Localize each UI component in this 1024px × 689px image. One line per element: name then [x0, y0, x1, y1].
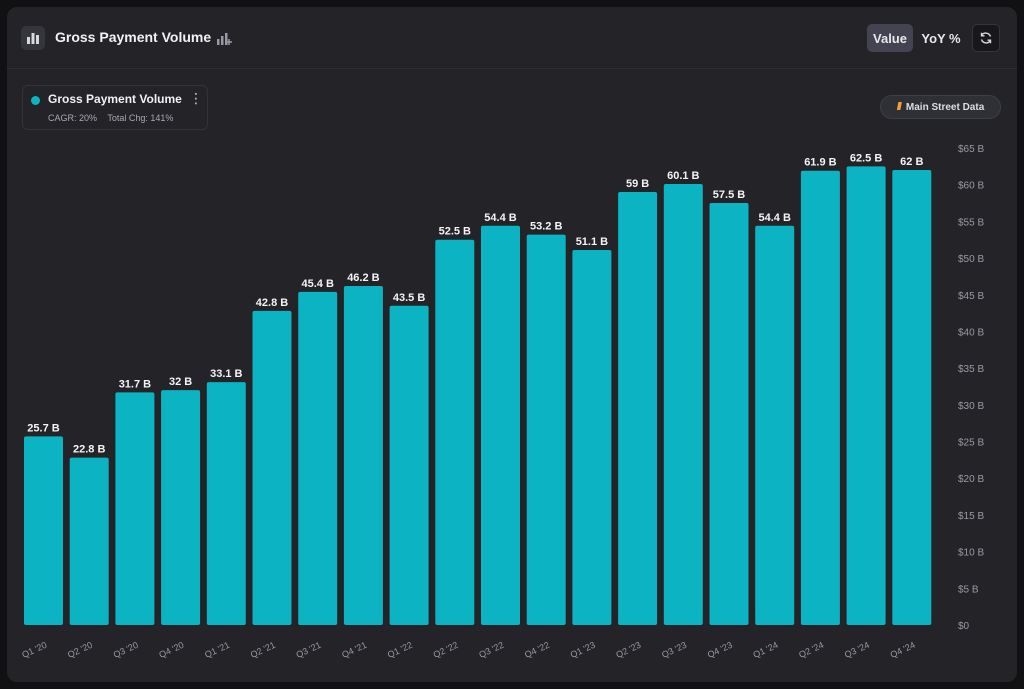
legend-stats: CAGR: 20% Total Chg: 141% — [48, 113, 181, 123]
y-tick-label: $45 B — [958, 291, 984, 302]
bar-value-label: 51.1 B — [576, 236, 608, 248]
slashes-icon: /// — [896, 101, 902, 113]
bar-value-label: 25.7 B — [27, 422, 59, 434]
y-tick-label: $60 B — [958, 181, 984, 192]
bar-value-label: 60.1 B — [667, 170, 699, 182]
bar-value-label: 61.9 B — [804, 157, 836, 169]
bar[interactable] — [298, 291, 338, 625]
bar[interactable] — [755, 225, 795, 625]
refresh-icon — [980, 32, 992, 44]
chart-type-button[interactable] — [21, 26, 45, 50]
bar[interactable] — [161, 390, 201, 625]
x-tick-label: Q4 '22 — [523, 640, 551, 660]
y-tick-label: $40 B — [958, 327, 984, 338]
yoy-toggle-button[interactable]: YoY % — [921, 30, 961, 46]
x-tick-label: Q1 '22 — [386, 640, 414, 660]
bar[interactable] — [435, 239, 475, 625]
bar[interactable] — [846, 166, 886, 625]
bar-value-label: 54.4 B — [758, 212, 790, 224]
x-tick-label: Q2 '21 — [249, 640, 277, 660]
page-title: Gross Payment Volume — [55, 29, 212, 45]
bar[interactable] — [115, 392, 155, 625]
bar[interactable] — [69, 457, 109, 625]
x-tick-label: Q3 '21 — [295, 640, 323, 660]
x-tick-label: Q2 '24 — [797, 640, 825, 660]
legend-menu-button[interactable]: ⋮ — [189, 90, 203, 106]
bar[interactable] — [343, 285, 383, 625]
y-tick-label: $30 B — [958, 401, 984, 412]
y-tick-label: $65 B — [958, 144, 984, 155]
x-tick-label: Q1 '24 — [752, 640, 780, 660]
legend: Gross Payment Volume ⋮ CAGR: 20% Total C… — [22, 85, 208, 130]
x-tick-label: Q4 '23 — [706, 640, 734, 660]
x-tick-label: Q2 '23 — [614, 640, 642, 660]
bar-chart: $0 $5 B $10 B $15 B $20 B $25 B $30 B $35 B $40 … — [20, 144, 984, 660]
x-tick-label: Q1 '20 — [20, 640, 48, 660]
add-metric-icon — [217, 33, 232, 45]
bar-value-label: 46.2 B — [347, 272, 379, 284]
bar-value-label: 59 B — [626, 178, 649, 190]
x-tick-label: Q3 '23 — [660, 640, 688, 660]
x-tick-label: Q3 '20 — [112, 640, 140, 660]
bar[interactable] — [709, 203, 749, 626]
bar-value-label: 52.5 B — [439, 226, 471, 238]
y-tick-label: $0 — [958, 621, 970, 632]
x-tick-label: Q1 '23 — [569, 640, 597, 660]
x-tick-label: Q2 '22 — [432, 640, 460, 660]
bar-value-label: 33.1 B — [210, 368, 242, 380]
x-tick-label: Q3 '22 — [477, 640, 505, 660]
y-tick-label: $10 B — [958, 548, 984, 559]
legend-series-name: Gross Payment Volume — [48, 92, 182, 106]
bar[interactable] — [572, 250, 612, 625]
bar[interactable] — [389, 305, 429, 625]
source-badge[interactable]: /// Main Street Data — [880, 95, 1001, 119]
add-metric-button[interactable] — [215, 29, 233, 47]
bar[interactable] — [618, 192, 658, 625]
bar[interactable] — [663, 183, 703, 625]
bar-value-label: 32 B — [169, 376, 192, 388]
y-tick-label: $5 B — [958, 584, 979, 595]
bar-chart-icon — [27, 33, 39, 44]
bar[interactable] — [206, 382, 246, 625]
cagr-value: CAGR: 20% — [48, 113, 98, 123]
x-tick-label: Q2 '20 — [66, 640, 94, 660]
x-tick-label: Q4 '24 — [889, 640, 917, 660]
x-tick-label: Q4 '20 — [157, 640, 185, 660]
y-tick-label: $55 B — [958, 217, 984, 228]
bar-value-label: 42.8 B — [256, 297, 288, 309]
refresh-button[interactable] — [972, 24, 1000, 52]
chart-header: Gross Payment Volume Value YoY % — [7, 7, 1017, 69]
bar-value-label: 43.5 B — [393, 292, 425, 304]
bar-value-label: 62.5 B — [850, 152, 882, 164]
y-tick-label: $25 B — [958, 438, 984, 449]
y-tick-label: $15 B — [958, 511, 984, 522]
y-tick-label: $50 B — [958, 254, 984, 265]
bar-value-label: 54.4 B — [484, 212, 516, 224]
bar[interactable] — [252, 310, 292, 625]
bar[interactable] — [526, 234, 566, 625]
x-tick-label: Q1 '21 — [203, 640, 231, 660]
chart-card: Gross Payment Volume Value YoY % Gross P… — [7, 7, 1017, 682]
bar-value-label: 53.2 B — [530, 221, 562, 233]
bar[interactable] — [481, 225, 520, 625]
bar-value-label: 57.5 B — [713, 189, 745, 201]
y-tick-label: $20 B — [958, 474, 984, 485]
bar-value-label: 31.7 B — [119, 378, 151, 390]
legend-color-dot — [31, 96, 40, 105]
y-tick-label: $35 B — [958, 364, 984, 375]
source-label: Main Street Data — [905, 101, 985, 113]
bar[interactable] — [892, 170, 932, 625]
bar[interactable] — [800, 170, 840, 625]
x-tick-label: Q4 '21 — [340, 640, 368, 660]
bar-value-label: 62 B — [900, 156, 923, 168]
bar-value-label: 22.8 B — [73, 444, 105, 456]
value-toggle-button[interactable]: Value — [867, 24, 913, 52]
bar-value-label: 45.4 B — [301, 278, 333, 290]
x-tick-label: Q3 '24 — [843, 640, 871, 660]
bar[interactable] — [24, 436, 63, 625]
total-change-value: Total Chg: 141% — [107, 113, 174, 123]
